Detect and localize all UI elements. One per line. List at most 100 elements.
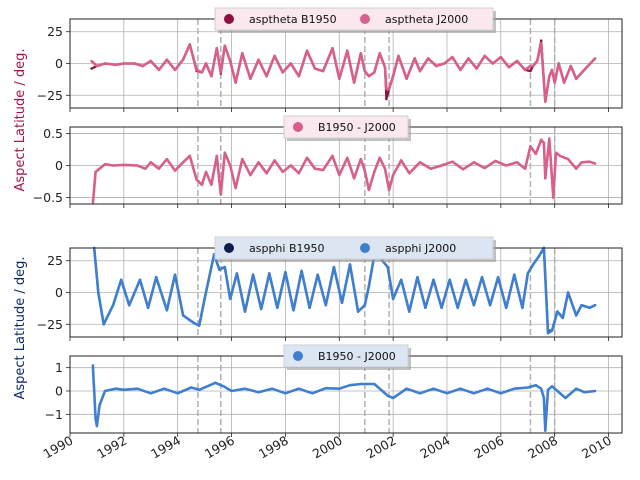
legend-label: B1950 - J2000	[318, 121, 396, 134]
data-point	[515, 161, 519, 164]
series-line	[92, 246, 596, 335]
data-point	[526, 386, 529, 389]
data-point	[97, 291, 100, 294]
data-point	[459, 387, 462, 390]
data-point	[408, 310, 411, 313]
data-point	[373, 382, 376, 386]
data-point	[593, 389, 597, 393]
data-point	[554, 151, 558, 154]
data-point	[540, 387, 543, 390]
data-point	[513, 273, 516, 276]
data-point	[289, 164, 292, 167]
x-tick-label: 1994	[148, 433, 183, 462]
data-point	[537, 255, 540, 259]
x-tick-label: 1996	[202, 433, 237, 462]
data-point	[378, 156, 381, 159]
data-point	[234, 81, 237, 84]
data-point	[472, 304, 476, 307]
legend-marker	[360, 243, 370, 253]
data-point	[95, 424, 99, 428]
y-tick-label: 25	[47, 24, 63, 39]
data-point	[373, 71, 376, 74]
data-point	[496, 276, 500, 279]
data-point	[223, 151, 226, 154]
data-point	[94, 417, 97, 421]
data-point	[195, 178, 198, 181]
legend-marker	[293, 122, 303, 132]
data-point	[558, 154, 562, 158]
data-point	[575, 77, 578, 81]
data-point	[575, 167, 578, 170]
data-point	[165, 58, 169, 61]
data-point	[472, 392, 476, 395]
legend-box	[214, 236, 494, 260]
data-point	[385, 97, 388, 101]
data-point	[300, 269, 303, 273]
data-point	[340, 301, 344, 304]
data-point	[188, 154, 191, 158]
y-tick-label: 0	[55, 384, 63, 399]
data-point	[297, 75, 301, 78]
data-point	[241, 52, 244, 55]
data-point	[561, 316, 564, 320]
data-point	[546, 388, 550, 391]
data-point	[531, 64, 535, 68]
ylabel-bottom: Aspect Latitude / deg.	[13, 256, 28, 399]
data-point	[122, 62, 126, 65]
data-point	[373, 170, 376, 174]
data-point	[316, 273, 319, 276]
data-point	[352, 81, 356, 84]
data-point	[593, 57, 597, 60]
legend-label: B1950 - J2000	[318, 350, 396, 363]
y-tick-label: 0	[55, 56, 63, 71]
data-point	[273, 54, 276, 58]
data-point	[324, 387, 327, 390]
y-tick-label: −25	[37, 88, 63, 103]
data-point	[234, 186, 237, 190]
data-point	[346, 49, 349, 52]
data-point	[556, 389, 559, 393]
data-point	[90, 67, 93, 70]
data-point	[265, 75, 268, 78]
data-point	[386, 265, 389, 269]
data-point	[229, 297, 232, 301]
data-point	[324, 304, 327, 307]
data-point	[459, 68, 462, 72]
data-point	[391, 75, 395, 78]
data-point	[387, 87, 391, 91]
data-point	[346, 156, 349, 159]
x-tick-label: 2006	[471, 433, 506, 462]
data-point	[365, 382, 368, 386]
data-point	[383, 167, 387, 170]
data-point	[583, 391, 586, 394]
data-point	[200, 183, 204, 186]
data-point	[136, 387, 139, 390]
data-point	[331, 47, 334, 50]
data-point	[566, 291, 570, 294]
data-point	[165, 309, 169, 312]
data-point	[195, 68, 198, 72]
data-point	[367, 75, 371, 78]
x-tick-label: 1992	[94, 433, 129, 462]
data-point	[445, 392, 449, 395]
data-point	[540, 39, 543, 42]
data-point	[499, 392, 502, 395]
data-point	[515, 59, 519, 63]
data-point	[149, 161, 152, 164]
data-point	[400, 159, 403, 162]
data-point	[456, 306, 459, 309]
data-point	[405, 387, 408, 390]
data-point	[544, 100, 547, 103]
data-point	[284, 271, 287, 274]
data-point	[144, 167, 147, 170]
data-point	[305, 156, 309, 159]
data-point	[383, 66, 387, 69]
data-point	[363, 69, 366, 73]
data-point	[426, 57, 430, 60]
data-point	[155, 276, 158, 279]
x-tick-label: 2002	[364, 433, 399, 462]
data-point	[540, 138, 543, 141]
data-point	[464, 278, 467, 281]
data-point	[548, 75, 551, 78]
data-point	[257, 161, 260, 164]
